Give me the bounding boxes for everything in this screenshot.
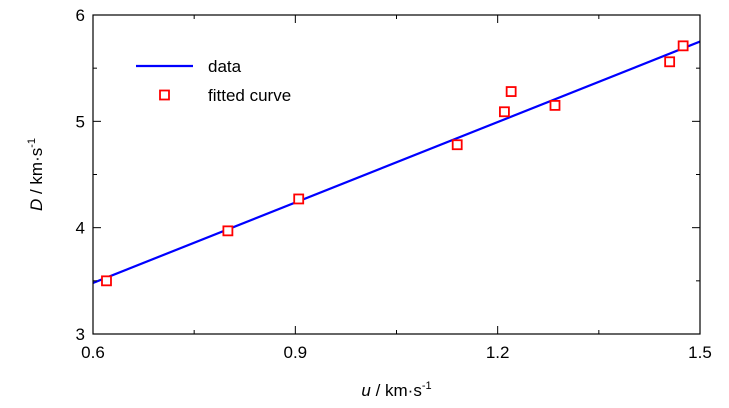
axis-labels: u / km·s-1 D / km·s-1 xyxy=(26,138,432,400)
legend-marker-swatch xyxy=(159,89,170,101)
y-tick-label: 5 xyxy=(76,112,85,131)
data-point-marker xyxy=(101,275,112,287)
y-tick-label: 4 xyxy=(76,219,85,238)
plot-frame xyxy=(92,14,701,335)
x-tick-label: 1.2 xyxy=(486,343,510,362)
data-point-marker xyxy=(664,56,676,68)
axes: 0.6 0.9 1.2 1.5 3 4 5 6 xyxy=(76,6,712,362)
x-axis-title: u / km·s-1 xyxy=(361,380,431,400)
x-tick-label: 0.9 xyxy=(284,343,308,362)
x-tick-label: 0.6 xyxy=(81,343,105,362)
y-tick-label: 3 xyxy=(76,325,85,344)
legend: data fitted curve xyxy=(136,57,291,105)
y-axis-title: D / km·s-1 xyxy=(26,138,46,211)
series-line-data xyxy=(93,40,700,284)
data-point-marker xyxy=(677,40,689,52)
y-tick-label: 6 xyxy=(76,6,85,25)
data-point-marker xyxy=(293,193,305,205)
data-point-marker xyxy=(549,99,561,111)
legend-label-fitted-curve: fitted curve xyxy=(208,86,291,105)
x-tick-label: 1.5 xyxy=(688,343,712,362)
data-point-marker xyxy=(499,106,510,118)
legend-label-data: data xyxy=(208,57,242,76)
data-point-marker xyxy=(451,139,463,151)
data-marks xyxy=(93,40,700,287)
data-point-marker xyxy=(222,225,234,237)
data-point-marker xyxy=(505,86,517,97)
